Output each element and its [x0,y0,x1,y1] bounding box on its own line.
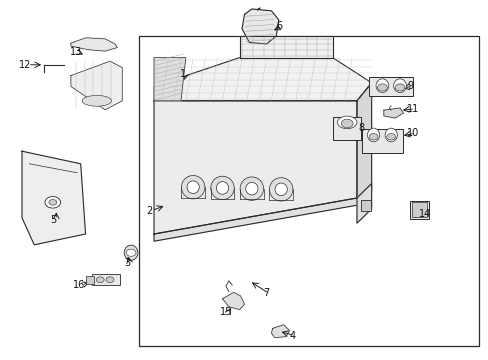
Bar [139,36,478,346]
Bar [409,201,428,219]
Bar [361,129,403,153]
Text: 2: 2 [146,206,152,216]
Text: 5: 5 [51,215,57,225]
Polygon shape [239,36,332,58]
Polygon shape [71,61,122,110]
Circle shape [45,197,61,208]
Polygon shape [154,58,371,101]
Ellipse shape [124,245,138,260]
Ellipse shape [393,79,406,93]
Polygon shape [242,9,278,44]
Bar [85,276,94,284]
Text: 6: 6 [276,21,282,31]
Circle shape [96,277,104,283]
Polygon shape [71,38,117,51]
Polygon shape [22,151,85,245]
Ellipse shape [245,183,258,195]
Ellipse shape [181,176,204,199]
Bar [368,77,412,96]
Ellipse shape [186,181,199,194]
Ellipse shape [337,116,356,129]
Text: 12: 12 [19,60,32,70]
Polygon shape [154,101,356,234]
Ellipse shape [82,95,111,106]
Text: 13: 13 [69,47,82,57]
Polygon shape [271,325,289,338]
Polygon shape [356,184,371,223]
Text: 15: 15 [219,307,232,318]
Text: 4: 4 [289,330,295,341]
Circle shape [368,134,377,140]
Polygon shape [154,184,371,241]
Ellipse shape [385,128,397,142]
Text: 16: 16 [73,280,85,290]
Circle shape [386,134,395,140]
Ellipse shape [274,183,287,196]
Bar [411,202,427,217]
Text: 11: 11 [406,104,418,114]
Circle shape [49,199,57,205]
Circle shape [341,119,352,128]
Polygon shape [222,292,244,310]
Text: 8: 8 [358,123,364,133]
Polygon shape [356,83,371,198]
Circle shape [394,84,404,91]
Bar [360,200,370,211]
Text: 10: 10 [406,128,418,138]
Bar [333,117,360,140]
Polygon shape [154,58,185,101]
Ellipse shape [375,79,388,93]
Ellipse shape [216,182,228,194]
Ellipse shape [269,178,292,201]
Circle shape [106,277,114,283]
Text: 3: 3 [124,258,130,268]
Bar [92,274,120,285]
Text: 14: 14 [418,209,431,219]
Ellipse shape [240,177,263,200]
Circle shape [126,249,136,256]
Ellipse shape [210,176,234,199]
Text: 7: 7 [263,288,269,298]
Circle shape [377,84,386,91]
Polygon shape [383,108,403,118]
Text: 1: 1 [180,69,186,79]
Text: 9: 9 [407,81,413,91]
Ellipse shape [367,128,379,142]
